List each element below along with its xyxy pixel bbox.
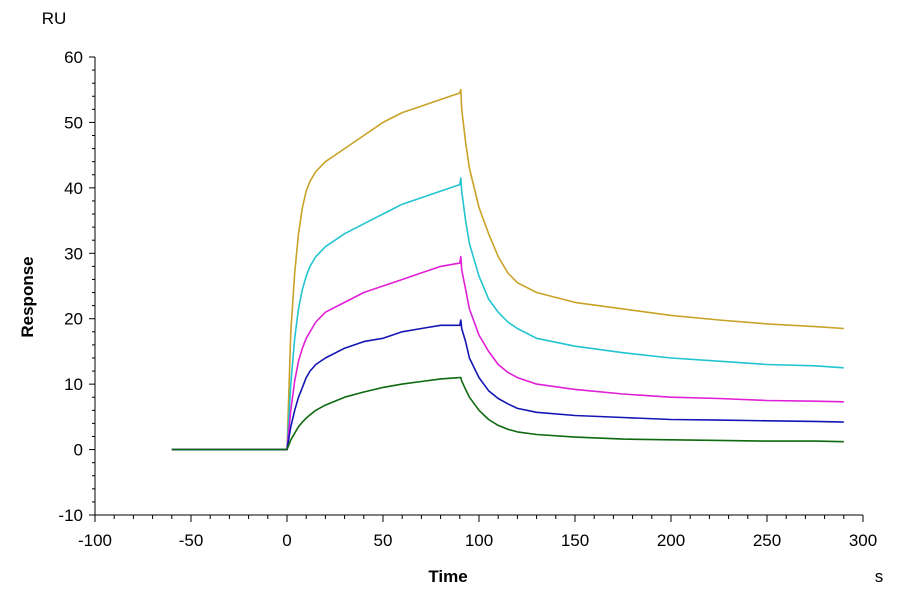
series-layer (171, 88, 844, 451)
x-tick-label: 100 (465, 531, 493, 550)
x-tick-label: -100 (78, 531, 112, 550)
series-line-5 (171, 376, 844, 451)
x-tick-label: 250 (753, 531, 781, 550)
y-tick-label: 10 (64, 375, 83, 394)
y-tick-label: 20 (64, 310, 83, 329)
x-tick-label: 50 (374, 531, 393, 550)
y-axis-title: Response (18, 256, 37, 337)
y-tick-label: 0 (74, 441, 83, 460)
x-axis-unit: s (875, 567, 884, 586)
y-tick-label: 40 (64, 179, 83, 198)
y-tick-label: 50 (64, 113, 83, 132)
x-tick-label: 150 (561, 531, 589, 550)
y-tick-label: -10 (58, 506, 83, 525)
y-tick-label: 30 (64, 244, 83, 263)
series-line-2 (171, 177, 844, 451)
x-tick-label: -50 (179, 531, 204, 550)
x-axis-title: Time (428, 567, 467, 586)
x-tick-label: 0 (282, 531, 291, 550)
series-line-1 (171, 88, 844, 451)
series-line-3 (171, 255, 844, 451)
y-axis-unit: RU (42, 9, 67, 28)
x-tick-label: 200 (657, 531, 685, 550)
series-line-4 (171, 319, 844, 451)
y-tick-label: 60 (64, 48, 83, 67)
x-tick-label: 300 (849, 531, 877, 550)
